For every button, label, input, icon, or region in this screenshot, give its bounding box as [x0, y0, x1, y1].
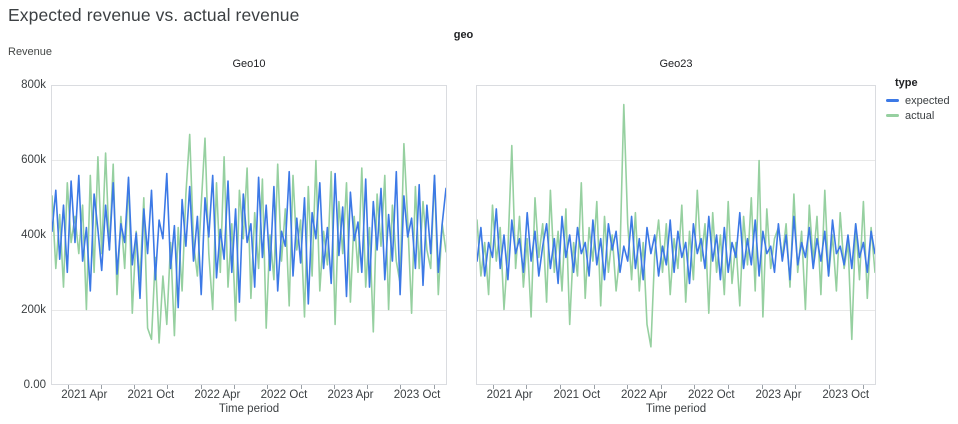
x-axis-title: Time period: [645, 403, 707, 415]
y-tick-label: 200k: [21, 304, 46, 316]
chart-title: Expected revenue vs. actual revenue: [8, 5, 300, 25]
x-tick-label: 2022 Oct: [687, 389, 735, 401]
x-tick-label: 2021 Oct: [127, 389, 175, 401]
legend-swatch-expected: [886, 99, 899, 102]
y-axis-title: Revenue: [8, 46, 53, 58]
x-tick-mark: [333, 385, 335, 389]
y-tick-label: 0.00: [23, 379, 46, 391]
series-plot: [52, 133, 446, 344]
legend-item-label: expected: [905, 94, 950, 107]
series-plot: [477, 103, 875, 348]
legend: type expected actual: [886, 77, 950, 123]
x-tick-mark: [167, 385, 169, 389]
y-tick-label: 600k: [21, 154, 46, 166]
x-tick-mark: [267, 385, 269, 389]
x-tick-mark: [526, 385, 528, 389]
gridline: [52, 160, 446, 161]
x-tick-label: 2021 Apr: [486, 389, 533, 401]
x-tick-mark: [400, 385, 402, 389]
x-tick-label: 2022 Apr: [621, 389, 668, 401]
x-tick-mark: [492, 385, 494, 389]
plot-panel[interactable]: [476, 85, 876, 385]
x-tick-mark: [795, 385, 797, 389]
x-tick-mark: [200, 385, 202, 389]
gridline: [477, 160, 875, 161]
x-tick-label: 2023 Apr: [327, 389, 374, 401]
x-tick-mark: [828, 385, 830, 389]
legend-item-label: actual: [905, 109, 935, 122]
legend-title: type: [895, 77, 918, 89]
legend-item-expected[interactable]: expected: [886, 93, 950, 108]
y-tick-label: 800k: [21, 79, 46, 91]
series-line-expected: [477, 208, 875, 285]
x-tick-label: 2023 Oct: [822, 389, 870, 401]
legend-swatch-actual: [886, 114, 899, 117]
facet-title: Geo23: [659, 58, 693, 70]
gridline: [477, 235, 875, 236]
x-tick-mark: [593, 385, 595, 389]
facet-field-label: geo: [453, 29, 474, 41]
series-line-expected: [52, 170, 446, 309]
x-tick-label: 2021 Oct: [553, 389, 601, 401]
x-tick-mark: [660, 385, 662, 389]
x-tick-label: 2022 Apr: [194, 389, 241, 401]
x-tick-mark: [862, 385, 864, 389]
x-tick-label: 2023 Apr: [755, 389, 802, 401]
facet-title: Geo10: [232, 58, 266, 70]
x-tick-label: 2023 Oct: [393, 389, 441, 401]
x-tick-mark: [728, 385, 730, 389]
y-tick-label: 400k: [21, 229, 46, 241]
x-tick-mark: [694, 385, 696, 389]
x-tick-mark: [100, 385, 102, 389]
x-tick-mark: [134, 385, 136, 389]
x-tick-mark: [67, 385, 69, 389]
x-tick-mark: [234, 385, 236, 389]
x-tick-label: 2021 Apr: [61, 389, 108, 401]
x-axis-title: Time period: [218, 403, 280, 415]
x-tick-mark: [627, 385, 629, 389]
x-tick-mark: [761, 385, 763, 389]
x-tick-mark: [560, 385, 562, 389]
plot-panel[interactable]: [51, 85, 447, 385]
gridline: [52, 310, 446, 311]
x-tick-mark: [300, 385, 302, 389]
legend-item-actual[interactable]: actual: [886, 108, 950, 123]
x-tick-label: 2022 Oct: [260, 389, 308, 401]
x-tick-mark: [433, 385, 435, 389]
x-tick-mark: [367, 385, 369, 389]
series-line-actual: [477, 103, 875, 348]
gridline: [477, 310, 875, 311]
